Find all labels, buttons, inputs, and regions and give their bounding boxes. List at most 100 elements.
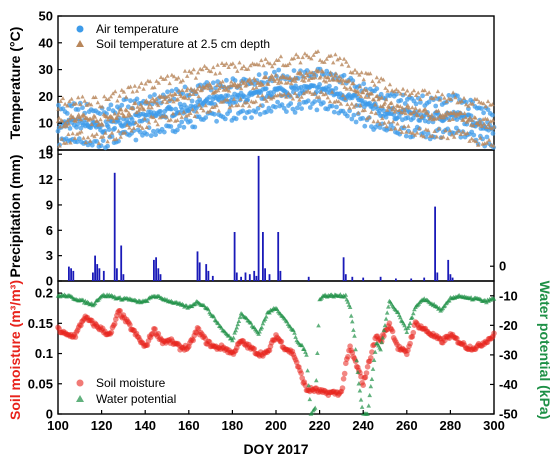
y-axis-label-temperature: Temperature (°C) [7, 27, 23, 140]
water-potential-point [232, 330, 237, 335]
soil-temperature-point [98, 117, 103, 122]
soil-temperature-point [382, 100, 388, 105]
water-potential-y-tick-label: -10 [499, 288, 518, 303]
water-potential-point [379, 339, 384, 345]
water-potential-point [352, 333, 357, 338]
soil-temperature-point [171, 99, 176, 104]
legend-marker-water-potential [76, 395, 84, 402]
soil-temperature-point [139, 81, 144, 85]
soil-temperature-point [109, 130, 115, 135]
soil-temperature-point [449, 132, 455, 137]
precipitation-bar [207, 270, 210, 281]
soil-temperature-point [215, 62, 220, 67]
precipitation-bar [277, 232, 280, 281]
soil-temperature-point [463, 115, 468, 120]
soil-temperature-point [171, 74, 177, 79]
air-temperature-point [345, 113, 350, 119]
air-temperature-point [67, 125, 73, 131]
soil-temperature-point [340, 93, 346, 98]
precipitation-bar [94, 255, 96, 281]
soil-temperature-point [424, 91, 430, 96]
soil-temperature-point [239, 66, 244, 71]
soil-temperature-point [255, 93, 261, 98]
water-potential-point [356, 381, 362, 386]
soil-moisture-point [410, 329, 417, 336]
soil-temperature-point [79, 129, 84, 134]
soil-temperature-point [78, 102, 83, 107]
air-temperature-point [312, 99, 318, 104]
soil-temperature-point [309, 56, 314, 61]
soil-temperature-point [206, 86, 211, 91]
soil-temperature-point [276, 57, 281, 62]
precipitation-y-tick-label: 15 [39, 147, 53, 162]
soil-temperature-point [405, 88, 410, 93]
air-temperature-point [152, 92, 157, 98]
soil-moisture-y-tick-label: 0.2 [35, 286, 53, 301]
x-tick-label: 300 [483, 418, 505, 433]
soil-moisture-point [190, 337, 196, 344]
air-temperature-point [377, 125, 383, 130]
air-temperature-point [133, 137, 139, 143]
precipitation-bar [395, 278, 397, 281]
soil-temperature-point [478, 135, 483, 140]
precipitation-bar [155, 257, 157, 281]
soil-temperature-point [337, 56, 342, 60]
soil-temperature-point [295, 94, 300, 99]
air-temperature-point [360, 115, 366, 121]
soil-temperature-point [300, 55, 305, 60]
soil-temperature-point [118, 134, 123, 139]
soil-temperature-point [380, 116, 385, 121]
soil-temperature-point [418, 97, 423, 101]
soil-temperature-point [55, 119, 61, 124]
water-potential-y-tick-label: -40 [499, 377, 518, 392]
soil-temperature-point [373, 102, 378, 107]
precipitation-bar [92, 272, 94, 281]
soil-moisture-y-tick-label: 0.15 [28, 316, 53, 331]
soil-temperature-point [347, 105, 352, 110]
soil-temperature-point [485, 116, 490, 121]
soil-temperature-point [489, 126, 494, 131]
precipitation-bar [102, 270, 105, 281]
air-temperature-point [203, 115, 209, 120]
soil-temperature-point [491, 143, 496, 148]
soil-temperature-point [343, 96, 348, 101]
soil-temperature-point [138, 123, 143, 128]
air-temperature-point [165, 89, 170, 95]
soil-temperature-point [114, 136, 119, 141]
soil-temperature-point [186, 112, 191, 117]
air-temperature-point [305, 98, 311, 104]
soil-temperature-point [383, 97, 389, 102]
air-temperature-point [420, 93, 425, 99]
soil-temperature-point [85, 135, 91, 140]
soil-temperature-point [401, 124, 407, 129]
soil-temperature-point [370, 79, 375, 83]
soil-temperature-point [57, 143, 62, 148]
precipitation-bar [423, 277, 426, 281]
soil-temperature-point [459, 111, 464, 116]
water-potential-point [382, 323, 388, 328]
water-potential-point [442, 303, 448, 308]
soil-temperature-point [485, 99, 491, 104]
soil-temperature-point [110, 91, 116, 96]
soil-temperature-point [346, 78, 352, 83]
legend-marker-soil-moisture [76, 379, 84, 387]
soil-temperature-point [199, 87, 205, 92]
air-temperature-point [144, 131, 150, 137]
temperature-y-tick-label: 40 [39, 35, 53, 50]
soil-temperature-point [87, 138, 93, 143]
soil-temperature-point [117, 93, 122, 98]
soil-temperature-point [218, 80, 223, 85]
soil-temperature-point [111, 118, 116, 123]
soil-temperature-point [476, 142, 481, 147]
soil-temperature-point [229, 103, 235, 108]
soil-temperature-point [436, 108, 441, 113]
water-potential-point [345, 299, 351, 304]
water-potential-point [259, 325, 265, 330]
soil-temperature-point [406, 123, 411, 128]
soil-temperature-point [266, 94, 272, 99]
soil-temperature-point [253, 99, 258, 104]
soil-temperature-point [65, 103, 70, 108]
precipitation-bar [244, 272, 247, 281]
soil-temperature-point [217, 70, 223, 75]
soil-temperature-point [364, 116, 370, 121]
